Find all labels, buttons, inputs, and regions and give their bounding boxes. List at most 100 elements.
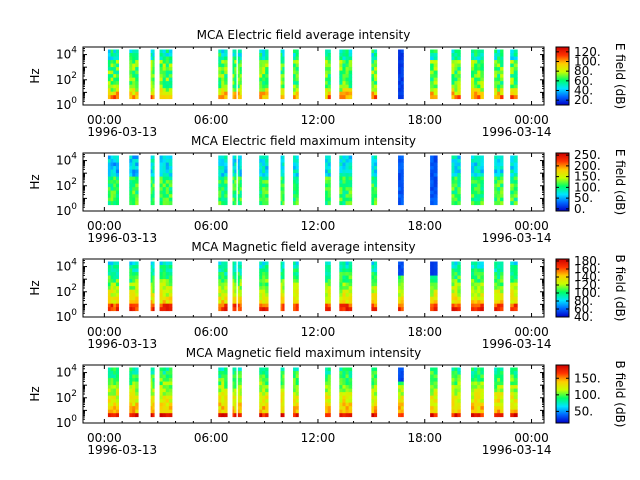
heat-cell	[150, 399, 153, 404]
heat-cell	[480, 56, 484, 61]
heat-cell	[474, 88, 478, 93]
heat-cell	[471, 60, 475, 64]
heat-cell	[265, 180, 269, 185]
heat-cell	[159, 282, 164, 287]
heat-cell	[342, 300, 346, 305]
heat-cell	[265, 282, 269, 287]
heat-cell	[159, 70, 164, 75]
heat-cell	[474, 173, 478, 177]
heat-cell	[494, 180, 498, 185]
data-segment	[259, 155, 269, 206]
heat-cell	[280, 166, 283, 170]
heat-cell	[295, 180, 299, 185]
heat-cell	[224, 60, 228, 64]
heat-cell	[234, 53, 237, 57]
heat-cell	[150, 378, 153, 382]
heat-cell	[232, 201, 235, 206]
heat-cell	[107, 296, 111, 301]
heat-cell	[500, 293, 504, 298]
heat-cell	[239, 296, 242, 301]
heat-cell	[159, 303, 164, 308]
heat-cell	[280, 67, 283, 71]
heat-cell	[107, 183, 111, 188]
heat-cell	[224, 300, 228, 305]
heat-cell	[497, 77, 501, 82]
heat-cell	[500, 88, 504, 93]
heat-cell	[295, 60, 299, 64]
heat-cell	[480, 162, 484, 167]
heat-cell	[159, 91, 164, 96]
heat-cell	[135, 395, 139, 400]
heat-cell	[374, 95, 378, 100]
heat-cell	[474, 409, 478, 414]
heat-cell	[232, 374, 235, 379]
heat-cell	[454, 289, 458, 294]
heat-cell	[339, 279, 343, 283]
heat-cell	[497, 63, 501, 68]
heat-cell	[477, 70, 481, 75]
heat-cell	[262, 84, 266, 89]
heat-cell	[262, 70, 266, 75]
heat-cell	[232, 296, 235, 301]
heat-cell	[451, 282, 455, 287]
colorbar-tick-label: 250.	[574, 148, 601, 162]
heat-cell	[265, 49, 269, 54]
heat-cell	[110, 378, 114, 382]
heat-cell	[348, 388, 353, 393]
heat-cell	[500, 261, 504, 266]
heat-cell	[480, 173, 484, 177]
heat-cell	[224, 282, 228, 287]
heat-cell	[348, 162, 353, 167]
heat-cell	[107, 197, 111, 202]
heat-cell	[132, 95, 136, 100]
heat-cell	[221, 95, 225, 100]
heat-cell	[430, 84, 435, 89]
heat-cell	[327, 190, 331, 195]
heat-cell	[162, 63, 167, 68]
heat-cell	[232, 413, 235, 418]
heat-cell	[115, 367, 119, 372]
heat-cell	[132, 197, 136, 202]
heat-cell	[513, 275, 518, 280]
heat-cell	[280, 275, 283, 280]
heat-cell	[168, 201, 173, 206]
heat-cell	[400, 381, 404, 386]
heat-cell	[262, 388, 266, 393]
heat-cell	[262, 385, 266, 389]
heat-cell	[132, 265, 136, 269]
heat-cell	[168, 300, 173, 305]
heat-cell	[237, 399, 241, 404]
heat-cell	[345, 367, 350, 372]
heat-cell	[477, 81, 481, 86]
heat-cell	[107, 265, 111, 269]
heat-cell	[295, 272, 299, 276]
heat-cell	[237, 194, 241, 199]
heat-cell	[107, 155, 111, 160]
heat-cell	[451, 49, 455, 54]
heat-cell	[221, 293, 225, 298]
heat-cell	[218, 413, 222, 418]
heat-cell	[259, 293, 263, 298]
heat-cell	[162, 194, 167, 199]
heat-cell	[150, 190, 153, 195]
heat-cell	[224, 279, 228, 283]
heat-cell	[451, 159, 455, 163]
heat-cell	[471, 307, 475, 312]
heat-cell	[398, 88, 402, 93]
heat-cell	[265, 385, 269, 389]
heat-cell	[510, 286, 515, 291]
heat-cell	[477, 275, 481, 280]
heat-cell	[342, 60, 346, 64]
heat-cell	[430, 194, 435, 199]
heat-cell	[398, 399, 402, 404]
heat-cell	[165, 190, 170, 195]
heat-cell	[342, 176, 346, 181]
heat-cell	[259, 159, 263, 163]
data-segment	[237, 261, 242, 312]
data-segment	[159, 49, 173, 100]
heat-cell	[132, 56, 136, 61]
heat-cell	[471, 378, 475, 382]
heat-cell	[135, 190, 139, 195]
colorbar-label: B field (dB)	[613, 255, 627, 322]
heat-cell	[510, 197, 515, 202]
